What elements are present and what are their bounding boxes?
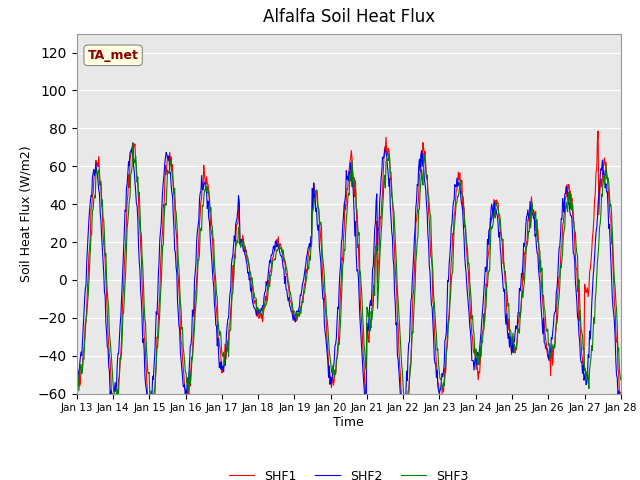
SHF1 [264, 286, 271, 291]
SHF3 [238, 240, 246, 246]
SHF2 [138, 297, 145, 303]
SHF1 [237, 238, 244, 243]
X-axis label: Time: Time [333, 416, 364, 429]
Title: Alfalfa Soil Heat Flux: Alfalfa Soil Heat Flux [263, 9, 435, 26]
SHF3 [437, 377, 445, 383]
SHF3 [285, 288, 293, 294]
SHF1 [73, 373, 81, 379]
SHF1 [284, 281, 292, 287]
SHF3 [129, 140, 137, 146]
SHF1 [401, 415, 408, 420]
SHF2 [617, 408, 625, 414]
SHF2 [406, 319, 414, 325]
SHF1 [617, 389, 625, 395]
SHF1 [406, 376, 413, 382]
Text: TA_met: TA_met [88, 49, 138, 62]
SHF1 [137, 243, 145, 249]
SHF3 [265, 282, 273, 288]
SHF2 [147, 410, 154, 416]
SHF1 [436, 393, 444, 398]
Line: SHF2: SHF2 [77, 143, 621, 413]
SHF2 [129, 140, 137, 146]
SHF3 [112, 410, 120, 416]
SHF2 [265, 264, 273, 269]
SHF2 [238, 240, 246, 245]
SHF3 [138, 253, 146, 259]
SHF1 [595, 128, 602, 134]
SHF3 [406, 369, 414, 374]
Line: SHF3: SHF3 [77, 143, 621, 413]
SHF2 [437, 387, 445, 393]
Y-axis label: Soil Heat Flux (W/m2): Soil Heat Flux (W/m2) [19, 145, 32, 282]
Legend: SHF1, SHF2, SHF3: SHF1, SHF2, SHF3 [224, 465, 474, 480]
Line: SHF1: SHF1 [77, 131, 621, 418]
SHF2 [285, 303, 293, 309]
SHF2 [73, 380, 81, 385]
SHF3 [617, 377, 625, 383]
SHF3 [73, 356, 81, 362]
